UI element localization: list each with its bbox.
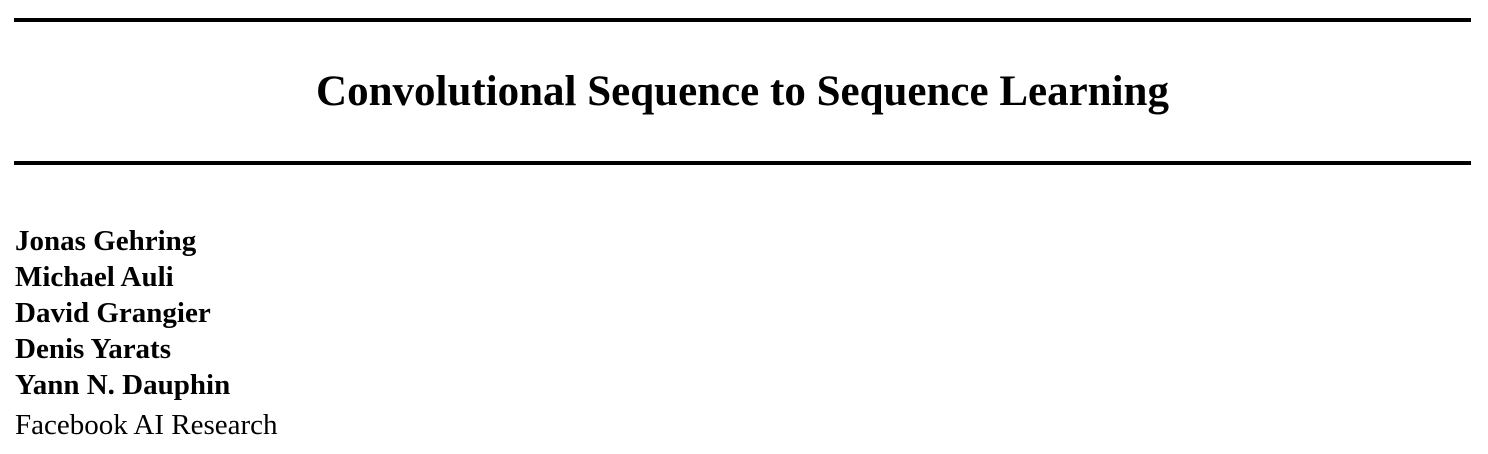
author-name: David Grangier — [15, 297, 211, 329]
author-name: Yann N. Dauphin — [15, 369, 231, 401]
author-name: Jonas Gehring — [15, 225, 197, 257]
paper-title: Convolutional Sequence to Sequence Learn… — [316, 68, 1169, 115]
top-rule — [14, 18, 1471, 22]
author-list: Jonas Gehring Michael Auli David Grangie… — [15, 223, 230, 403]
author-name: Michael Auli — [15, 261, 174, 293]
bottom-rule — [14, 161, 1471, 165]
affiliation: Facebook AI Research — [15, 409, 278, 441]
author-name: Denis Yarats — [15, 333, 172, 365]
